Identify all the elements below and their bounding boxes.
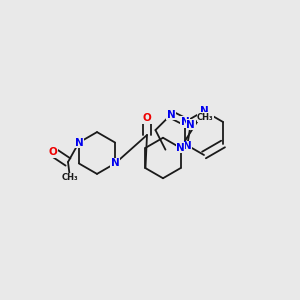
Text: N: N: [181, 117, 189, 127]
Text: N: N: [176, 143, 185, 153]
Text: O: O: [142, 113, 152, 123]
Text: N: N: [111, 158, 119, 168]
Text: N: N: [200, 106, 208, 116]
Text: N: N: [186, 119, 195, 130]
Text: O: O: [49, 147, 57, 157]
Text: N: N: [167, 110, 176, 119]
Text: CH₃: CH₃: [197, 112, 214, 122]
Text: N: N: [183, 141, 192, 151]
Text: N: N: [74, 137, 83, 148]
Text: CH₃: CH₃: [62, 173, 78, 182]
